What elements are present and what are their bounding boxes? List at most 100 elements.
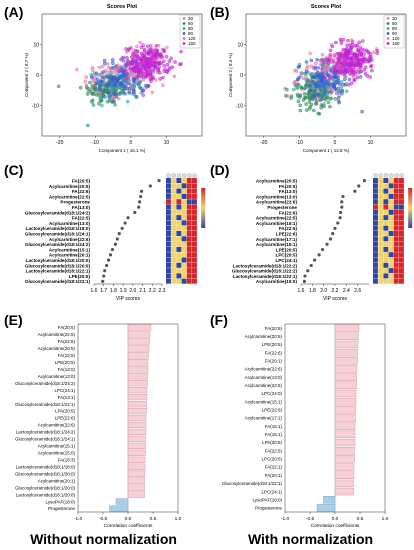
- feature-label: Acylcarnitine(22:6): [49, 237, 91, 242]
- scatter-point-150: [161, 47, 165, 52]
- scatter-point-90: [111, 83, 116, 88]
- x-tick-label: 2.4: [343, 288, 350, 294]
- scatter-point-90: [317, 74, 321, 78]
- scatter-point-150: [153, 65, 158, 70]
- scatter-point-90: [315, 57, 320, 62]
- y-tick-label: 10: [33, 43, 39, 49]
- scatter-point-150: [162, 64, 167, 68]
- scatter-point-30: [305, 64, 310, 69]
- heat-cell: [192, 204, 197, 210]
- heat-cell: [181, 241, 187, 247]
- heat-cell: [176, 246, 182, 252]
- scatter-point-150: [345, 48, 349, 53]
- scatter-point-150: [365, 74, 370, 78]
- x-tick-label: 2.0: [129, 288, 136, 294]
- scatter-point-90: [311, 94, 315, 98]
- x-tick-label: 1.9: [120, 288, 127, 294]
- heat-cell: [378, 231, 384, 236]
- heat-cell: [388, 193, 394, 199]
- legend-swatch: [386, 17, 390, 20]
- feature-label: Acylcarnitine(13:0): [49, 221, 91, 226]
- heat-cell: [378, 241, 384, 247]
- correlation-bar: [334, 340, 359, 349]
- x-tick-label: 2.3: [159, 288, 166, 294]
- scatter-point-90: [101, 70, 106, 74]
- heat-cell: [373, 262, 378, 268]
- category-label: LPA(20:5): [262, 440, 282, 445]
- legend-swatch: [386, 32, 390, 35]
- correlation-bar: [109, 505, 129, 512]
- heat-cell: [378, 273, 384, 279]
- heat-cell: [166, 257, 171, 263]
- scatter-point-150: [169, 56, 173, 61]
- heat-cell: [166, 178, 171, 183]
- x-tick-label: 2.2: [332, 288, 339, 294]
- feature-label: Glucosylceramide(d18:1/22:1): [25, 279, 91, 284]
- scatter-point-90: [340, 89, 345, 93]
- scatter-point-120: [326, 66, 330, 71]
- scatter-point-90: [309, 58, 314, 63]
- scatter-point-150: [355, 56, 360, 60]
- scatter-point-90: [323, 79, 328, 84]
- vip-point: [306, 269, 310, 273]
- heat-cell: [378, 209, 384, 215]
- correlation-bar: [127, 338, 150, 345]
- scatter-point-150: [149, 55, 154, 60]
- heat-cell: [181, 246, 187, 252]
- scatter-point-150: [349, 56, 354, 61]
- heat-cell: [399, 236, 404, 242]
- scatter-point-30: [83, 79, 88, 84]
- scatter-point-150: [160, 54, 165, 59]
- scatter-point-150: [139, 65, 143, 69]
- heat-cell: [399, 199, 404, 205]
- heat-cell: [373, 252, 378, 258]
- scatter-point-80: [97, 73, 102, 77]
- heat-cell: [186, 193, 192, 199]
- feature-label: Lactosylceramide(d18:1/20:0): [26, 258, 91, 263]
- category-label: Glucosylceramide(d18:1/22:1): [222, 481, 283, 486]
- scatter-point-80: [328, 96, 333, 101]
- heat-cell: [373, 268, 378, 274]
- scatter-point-90: [322, 82, 326, 87]
- correlation-bar: [127, 387, 148, 394]
- vip-plot-without-normalization: 1.6 1.7 1.8 1.9 2.0 2.1 2.2 2.3 VIP scores FA(20:…: [25, 173, 206, 302]
- scatter-point-60: [307, 106, 312, 111]
- category-label: FA(22:6): [58, 339, 76, 344]
- heat-cell: [181, 268, 187, 274]
- heat-cell: [383, 220, 389, 226]
- scatter-point-90: [98, 88, 102, 92]
- scatter-point-150: [359, 48, 364, 53]
- scatter-point-150: [158, 77, 163, 81]
- heat-cell: [383, 225, 389, 231]
- heat-column-marker: [389, 173, 394, 178]
- scatter-point-150: [370, 58, 374, 62]
- scatter-point-120: [344, 75, 348, 79]
- heat-cell: [373, 183, 378, 189]
- scatter-point-90: [336, 95, 341, 100]
- heat-cell: [186, 183, 192, 189]
- vip-point: [120, 226, 124, 230]
- scatter-point-150: [151, 75, 155, 79]
- x-tick-label: 1.0: [175, 516, 182, 522]
- vip-point: [339, 210, 343, 215]
- scatter-point-120: [150, 90, 155, 95]
- category-label: Acylcarnitine(15:0): [38, 451, 76, 456]
- correlation-plot-without-normalization: -1.0 -0.5 0.0 0.5 1.0 Correlation coefficient…: [15, 323, 182, 528]
- scatter-point-150: [348, 46, 353, 50]
- heat-cell: [192, 268, 197, 274]
- scatter-point-150: [345, 43, 349, 48]
- vip-point: [333, 226, 337, 230]
- correlation-bar: [127, 380, 148, 387]
- scatter-point-150: [124, 76, 129, 81]
- heat-column-marker: [383, 173, 389, 178]
- panel-label-c: (C): [4, 162, 24, 178]
- scatter-point-90: [336, 80, 340, 85]
- x-tick-label: -0.5: [306, 516, 315, 522]
- y-axis-label: Component 2 ( 8.4 %): [228, 52, 233, 97]
- heat-cell: [378, 183, 384, 189]
- feature-label: Acylcarnitine(20:5): [256, 178, 298, 183]
- legend-entry: 150: [188, 41, 196, 46]
- scatter-point-30: [100, 64, 105, 69]
- feature-label: LPC(24:1): [276, 258, 298, 263]
- scatter-point-150: [364, 48, 369, 53]
